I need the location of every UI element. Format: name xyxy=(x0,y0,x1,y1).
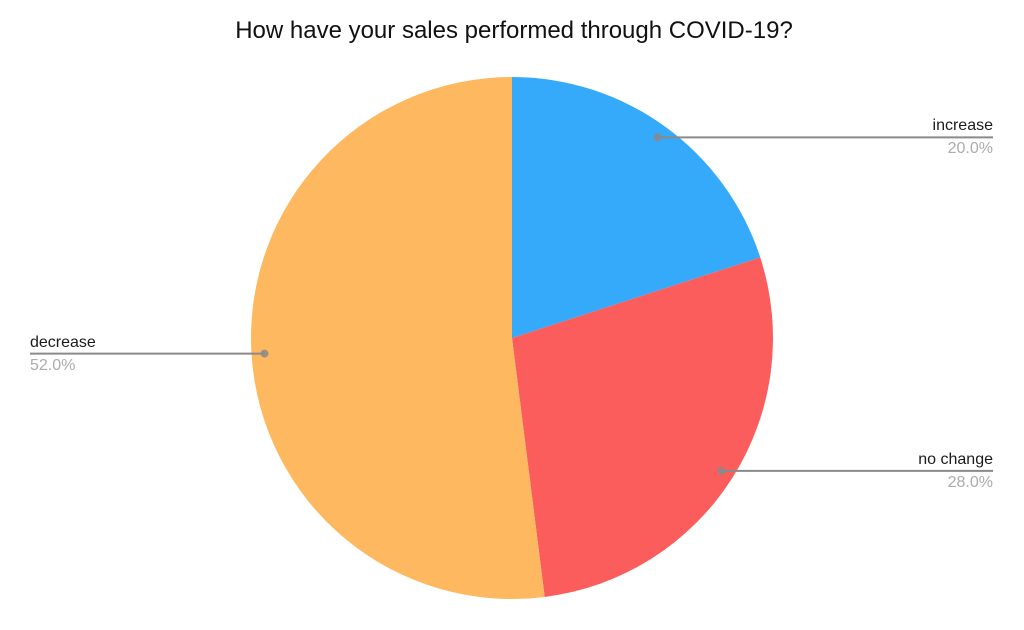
slice-percentage: 52.0% xyxy=(30,357,76,374)
callout-no-change: no change 28.0% xyxy=(918,450,993,492)
callout-decrease: decrease 52.0% xyxy=(30,333,96,375)
chart-title: How have your sales performed through CO… xyxy=(235,17,793,44)
callout-increase: increase 20.0% xyxy=(933,116,993,158)
leader-dot xyxy=(260,349,269,358)
slice-label: decrease xyxy=(30,334,96,351)
slice-percentage: 28.0% xyxy=(947,474,993,491)
slice-percentage: 20.0% xyxy=(947,140,993,157)
pie-slice-increase xyxy=(512,77,761,338)
leader-dot xyxy=(653,133,662,142)
slice-label: increase xyxy=(932,117,993,134)
pie-slice-no-change xyxy=(512,257,774,597)
leader-dot xyxy=(717,466,726,475)
slice-label: no change xyxy=(918,451,993,468)
pie-slice-decrease xyxy=(250,76,545,599)
